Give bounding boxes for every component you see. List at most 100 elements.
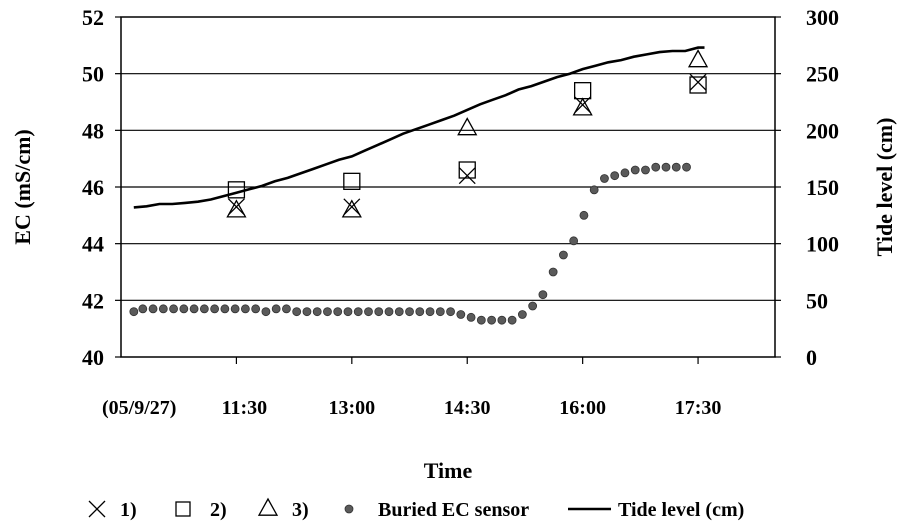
buried-ec-sensor-point	[323, 307, 332, 317]
buried-ec-sensor-point	[497, 315, 507, 325]
cross-stroke	[88, 500, 106, 518]
series-3-point	[572, 97, 593, 116]
tide-level-layer	[133, 46, 705, 209]
buried-ec-sensor-point	[528, 301, 538, 311]
buried-ec-sensor-point	[312, 307, 322, 317]
series-1-point	[458, 167, 476, 185]
x-axis-ticks: 11:30 13:00 14:30 16:00 17:30	[222, 357, 722, 419]
buried-ec-sensor-point	[302, 307, 312, 317]
cross-stroke	[343, 198, 361, 216]
series-2-point	[458, 161, 476, 179]
tide-level-line	[133, 46, 705, 209]
left-tick-label: 52	[82, 5, 104, 30]
legend-marker-2	[175, 501, 191, 517]
cross-stroke	[458, 167, 476, 185]
y2-axis-title: Tide level (cm)	[872, 118, 897, 257]
right-tick-label: 250	[806, 62, 839, 87]
x-tick-label: 11:30	[222, 397, 268, 419]
buried-ec-sensor-point	[333, 307, 343, 317]
buried-ec-sensor-point	[374, 307, 384, 317]
right-tick-label: 150	[806, 175, 839, 200]
buried-ec-sensor-point	[548, 267, 558, 277]
series-3-point	[226, 199, 247, 218]
buried-ec-sensor-point	[189, 304, 199, 314]
buried-ec-sensor-point	[507, 315, 517, 325]
buried-ec-sensor-point	[651, 162, 661, 172]
left-tick-label: 48	[82, 118, 104, 143]
buried-ec-sensor-point	[271, 304, 281, 314]
series-1-point	[574, 96, 592, 114]
right-tick-label: 200	[806, 118, 839, 143]
buried-ec-sensor-point	[589, 185, 599, 195]
series-3-point	[687, 49, 709, 68]
buried-ec-sensor-point	[425, 307, 435, 317]
legend-marker-3	[257, 497, 279, 516]
x-tick-label: 13:00	[328, 397, 375, 419]
x-tick-label: 17:30	[675, 397, 722, 419]
legend-marker-1	[88, 500, 106, 518]
left-tick-label: 50	[82, 62, 104, 87]
buried-ec-sensor-point	[179, 304, 189, 314]
buried-ec-sensor-point	[129, 307, 139, 317]
right-tick-label: 100	[806, 232, 839, 257]
buried-ec-sensor-point	[292, 307, 302, 317]
series-1-point	[227, 198, 245, 216]
buried-ec-sensor-point	[538, 290, 548, 300]
buried-ec-sensor-point	[158, 304, 168, 314]
buried-ec-sensor-point	[394, 307, 404, 317]
left-tick-label: 46	[82, 175, 104, 200]
left-tick-label: 44	[82, 232, 104, 257]
buried-ec-sensor-point	[282, 304, 291, 314]
buried-ec-sensor-point	[487, 315, 497, 325]
buried-ec-sensor-point	[405, 307, 414, 317]
buried-ec-sensor-layer	[129, 162, 691, 325]
right-tick-label: 0	[806, 345, 817, 370]
left-axis-ticks: 40 42 44 46 48 50 52	[82, 5, 121, 370]
buried-ec-sensor-point	[641, 165, 650, 175]
buried-ec-sensor-point	[169, 304, 178, 314]
series-2-point	[689, 76, 707, 94]
legend-label-2: 2)	[210, 499, 227, 521]
buried-ec-sensor-point	[579, 210, 589, 220]
buried-ec-sensor-point	[569, 236, 579, 246]
buried-ec-sensor-point	[353, 307, 363, 317]
buried-ec-sensor-point	[364, 307, 373, 317]
left-tick-label: 40	[82, 345, 104, 370]
y-axis-title: EC (mS/cm)	[10, 129, 35, 244]
buried-ec-sensor-point	[682, 162, 691, 172]
buried-ec-sensor-point	[559, 250, 568, 260]
buried-ec-sensor-point	[620, 168, 630, 178]
series-2-point	[227, 181, 246, 199]
buried-ec-sensor-point	[138, 304, 148, 314]
buried-ec-sensor-point	[230, 304, 240, 314]
left-tick-label: 42	[82, 288, 104, 313]
buried-ec-sensor-point	[384, 307, 394, 317]
buried-ec-sensor-point	[435, 307, 445, 317]
buried-ec-sensor-point	[610, 171, 620, 181]
buried-ec-sensor-point	[476, 315, 486, 325]
buried-ec-sensor-point	[517, 310, 527, 319]
right-tick-label: 300	[806, 5, 839, 30]
legend-label-tide: Tide level (cm)	[618, 499, 744, 521]
buried-ec-sensor-point	[210, 304, 220, 314]
right-axis-ticks: 0 50 100 150 200 250 300	[775, 5, 839, 370]
series-2-point	[343, 172, 361, 190]
buried-ec-sensor-point	[661, 162, 671, 172]
right-tick-label: 50	[806, 288, 828, 313]
x-start-label: (05/9/27)	[102, 397, 176, 419]
buried-ec-sensor-point	[220, 304, 230, 314]
legend-label-1: 1)	[120, 499, 137, 521]
buried-ec-sensor-point	[251, 304, 261, 314]
buried-ec-sensor-point	[456, 310, 466, 319]
gridlines	[121, 73, 775, 301]
legend-label-3: 3)	[292, 499, 309, 521]
buried-ec-sensor-point	[671, 162, 681, 172]
buried-ec-sensor-point	[261, 307, 271, 317]
buried-ec-sensor-point	[415, 307, 425, 317]
buried-ec-sensor-point	[343, 307, 353, 317]
legend: 1) 2) 3) Buried EC sensor Tide level (cm)	[88, 497, 744, 521]
x-tick-label: 16:00	[559, 397, 606, 419]
series-1-point	[343, 198, 361, 216]
legend-label-sensor: Buried EC sensor	[378, 499, 529, 521]
cross-stroke	[227, 198, 245, 216]
